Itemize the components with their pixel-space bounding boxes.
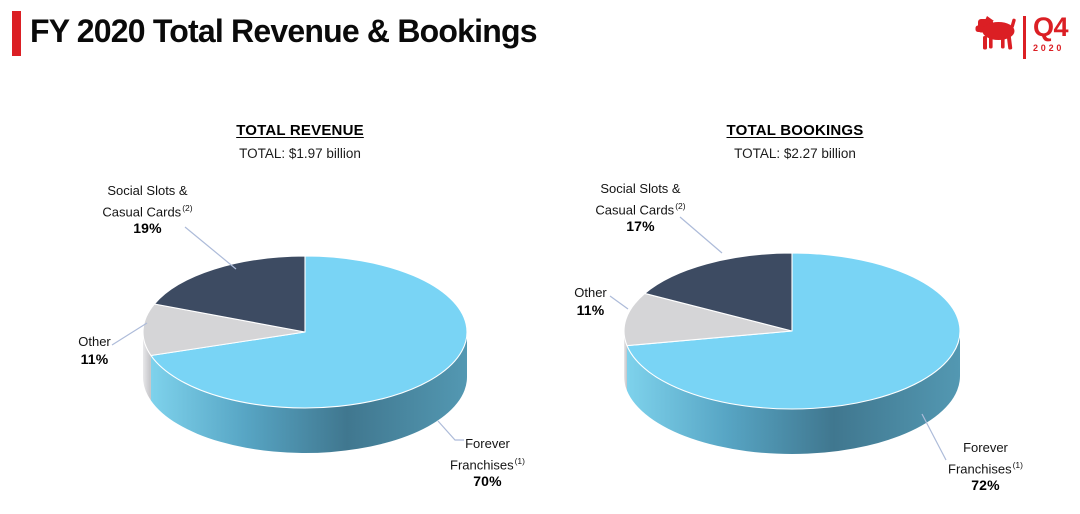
callout-percent: 72% xyxy=(971,477,1000,494)
slide-title: FY 2020 Total Revenue & Bookings xyxy=(30,13,538,49)
bookings-chart-total: TOTAL: $2.27 billion xyxy=(734,146,856,161)
leader-line xyxy=(609,295,629,310)
pie-chart-total-bookings xyxy=(609,216,961,461)
title-accent-bar xyxy=(12,11,21,56)
pie-side-other xyxy=(143,332,151,401)
leader-line xyxy=(184,226,237,270)
callout-revenue-social-slots: Social Slots & Casual Cards(2) 19% xyxy=(75,183,220,237)
callout-bookings-other: Other 11% xyxy=(548,285,633,318)
leader-line xyxy=(679,216,723,254)
callout-percent: 70% xyxy=(473,473,502,490)
bookings-chart-title: TOTAL BOOKINGS xyxy=(726,122,864,139)
zynga-dog-icon xyxy=(975,16,1016,50)
callout-percent: 11% xyxy=(576,301,605,318)
footnote-marker: (2) xyxy=(182,202,193,213)
callout-label: Franchises xyxy=(948,460,1012,476)
callout-label: Social Slots & xyxy=(107,183,188,198)
callout-revenue-other: Other 11% xyxy=(52,334,137,367)
pie-side-forever-franchises xyxy=(626,331,960,454)
callout-revenue-forever-franchises: Forever Franchises(1) 70% xyxy=(425,436,550,490)
pie-slice-forever-franchises xyxy=(626,252,961,410)
callout-label: Social Slots & xyxy=(600,181,681,196)
callout-percent: 11% xyxy=(80,350,109,367)
callout-label: Forever xyxy=(963,440,1008,455)
callout-label: Other xyxy=(574,285,607,300)
pie-side-other xyxy=(624,331,627,391)
brand-logo: Q4 2020 xyxy=(974,12,1069,59)
pie-side-forever-franchises xyxy=(150,332,467,454)
leader-line xyxy=(111,322,148,346)
callout-percent: 17% xyxy=(626,218,655,235)
revenue-chart-total: TOTAL: $1.97 billion xyxy=(239,146,361,161)
pie-slice-social-slots-casual-cards xyxy=(153,255,306,333)
leader-line xyxy=(921,413,947,461)
leader-line xyxy=(437,420,464,441)
callout-label: Other xyxy=(78,334,111,349)
logo-divider xyxy=(1023,16,1026,59)
callout-label: Casual Cards xyxy=(102,203,182,219)
callout-bookings-forever-franchises: Forever Franchises(1) 72% xyxy=(923,440,1048,494)
callout-bookings-social-slots: Social Slots & Casual Cards(2) 17% xyxy=(568,181,713,235)
pie-slice-social-slots-casual-cards xyxy=(644,252,793,332)
footnote-marker: (1) xyxy=(1012,459,1023,470)
pie-slice-other xyxy=(623,292,793,347)
logo-year: 2020 xyxy=(1033,43,1065,53)
callout-label: Forever xyxy=(465,436,510,451)
revenue-chart-title: TOTAL REVENUE xyxy=(236,122,364,139)
pie-chart-total-revenue xyxy=(111,226,468,454)
pie-slice-forever-franchises xyxy=(150,255,468,409)
callout-label: Casual Cards xyxy=(595,201,675,217)
callout-label: Franchises xyxy=(450,456,514,472)
footnote-marker: (2) xyxy=(675,200,686,211)
pie-slice-other xyxy=(142,303,306,357)
callout-percent: 19% xyxy=(133,220,162,237)
footnote-marker: (1) xyxy=(514,455,525,466)
logo-quarter: Q4 xyxy=(1033,12,1069,42)
